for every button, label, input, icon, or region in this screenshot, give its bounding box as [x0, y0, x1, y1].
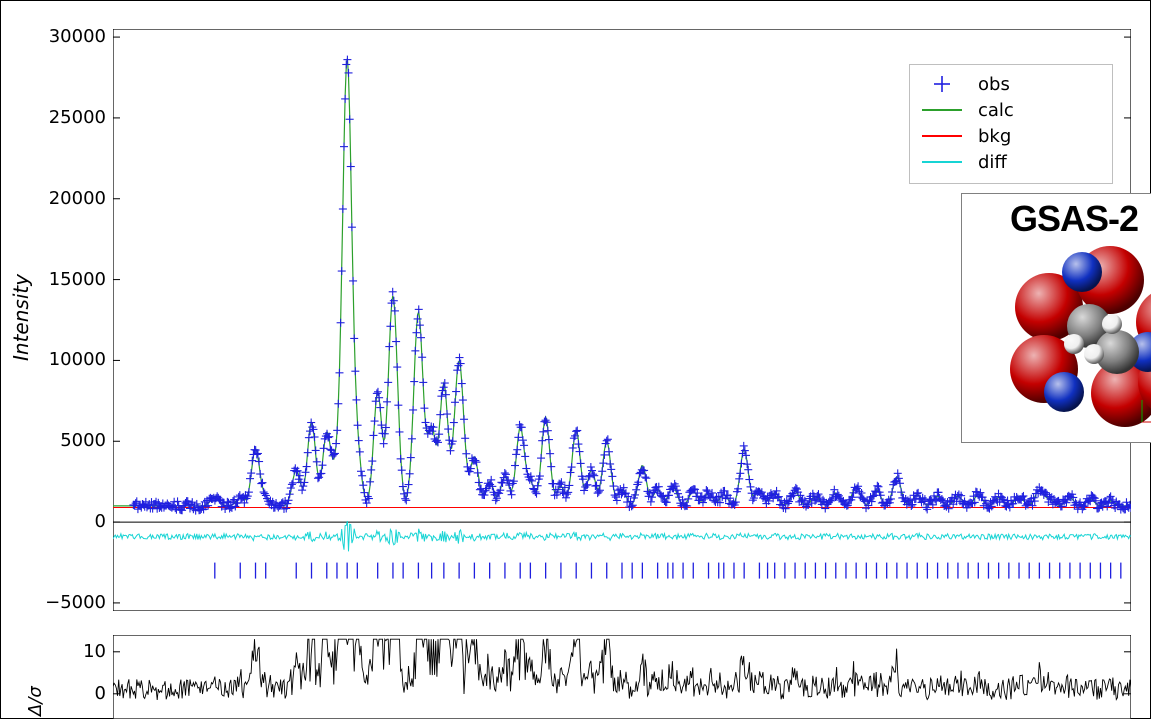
legend-swatch-obs	[920, 74, 964, 94]
y-tick-label: −5000	[16, 592, 106, 613]
legend-swatch-bkg	[920, 126, 964, 146]
legend-swatch-diff	[920, 152, 964, 172]
y-tick-label: 20000	[16, 188, 106, 209]
legend-item-obs: obs	[920, 71, 1102, 97]
y-tick-label: 10000	[16, 349, 106, 370]
legend-label: diff	[978, 152, 1007, 173]
y-axis-label-sub: Δ/σ	[25, 686, 46, 716]
y-tick-label-sub: 0	[56, 683, 106, 704]
y-tick-label: 15000	[16, 269, 106, 290]
y-tick-label: 25000	[16, 107, 106, 128]
y-tick-label-sub: 10	[56, 641, 106, 662]
legend-item-bkg: bkg	[920, 123, 1102, 149]
legend-label: obs	[978, 74, 1010, 95]
inset-logo-box: GSAS-2	[961, 193, 1151, 443]
inset-molecule-svg	[962, 194, 1151, 444]
legend-item-calc: calc	[920, 97, 1102, 123]
legend-swatch-calc	[920, 100, 964, 120]
legend-item-diff: diff	[920, 149, 1102, 175]
y-tick-label: 5000	[16, 430, 106, 451]
y-axis-label-sub-text: Δ/σ	[25, 686, 46, 716]
legend-label: bkg	[978, 126, 1011, 147]
y-tick-label: 0	[16, 511, 106, 532]
sub-plot-svg	[113, 635, 1131, 719]
y-tick-label: 30000	[16, 26, 106, 47]
legend: obs calc bkg diff	[909, 64, 1113, 184]
legend-label: calc	[978, 100, 1014, 121]
sub-plot-area	[113, 635, 1131, 719]
figure-frame: Intensity −50000500010000150002000025000…	[0, 0, 1151, 719]
